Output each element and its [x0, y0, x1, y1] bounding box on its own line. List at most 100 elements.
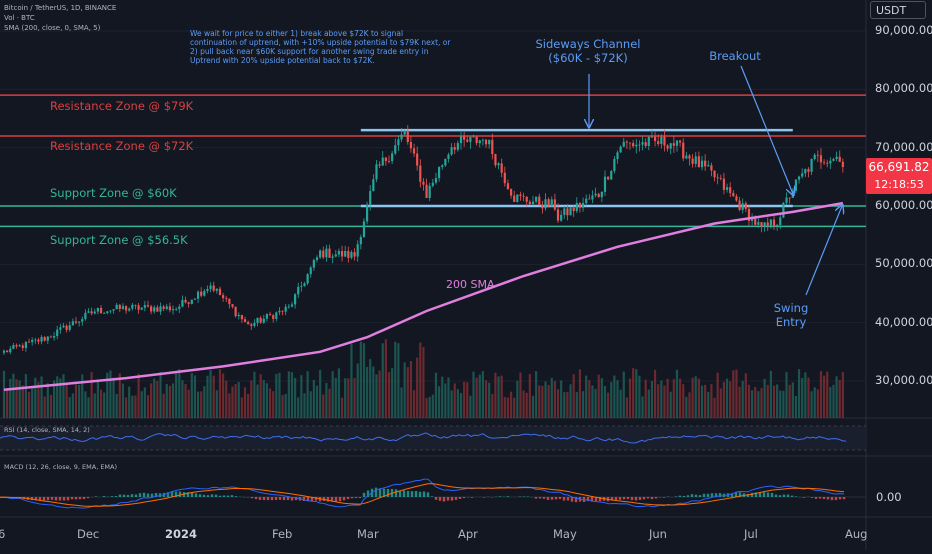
candle-body [804, 169, 806, 173]
volume-bar [810, 391, 812, 418]
time-tick-label: 2024 [165, 527, 197, 541]
resistance-72k-label: Resistance Zone @ $72K [50, 139, 193, 153]
candle-body [188, 302, 190, 304]
macd-histogram-bar [219, 496, 221, 497]
macd-histogram-bar [523, 496, 525, 497]
candle-body [53, 336, 55, 338]
volume-bar [91, 372, 93, 418]
candle-body [789, 198, 791, 199]
candle-body [688, 156, 690, 159]
volume-bar [666, 379, 668, 418]
volume-bar [523, 391, 525, 418]
candle-body [648, 137, 650, 146]
volume-bar [87, 397, 89, 418]
volume-bar [560, 380, 562, 418]
macd-histogram-bar [623, 497, 625, 499]
macd-histogram-bar [443, 497, 445, 502]
symbol-title[interactable]: Bitcoin / TetherUS, 1D, BINANCE [4, 4, 116, 12]
volume-bar [723, 382, 725, 418]
volume-bar [820, 371, 822, 418]
candle-body [372, 179, 374, 191]
volume-bar [235, 384, 237, 418]
currency-button[interactable]: USDT [870, 1, 926, 19]
volume-bar [166, 384, 168, 418]
candle-body [231, 304, 233, 307]
volume-bar [66, 383, 68, 418]
volume-bar [422, 347, 424, 418]
macd-histogram-bar [283, 497, 285, 500]
volume-bar [745, 373, 747, 418]
candle-body [40, 337, 42, 341]
candle-body [75, 321, 77, 322]
macd-histogram-bar [647, 497, 649, 498]
candle-body [438, 167, 440, 178]
support-56-5k-label: Support Zone @ $56.5K [50, 233, 188, 247]
candle-body [551, 199, 553, 206]
rsi-legend[interactable]: RSI (14, close, SMA, 14, 2) [4, 426, 90, 434]
candle-body [400, 135, 402, 140]
volume-bar [604, 386, 606, 418]
volume-bar [663, 386, 665, 418]
volume-bar [513, 398, 515, 418]
macd-histogram-bar [483, 497, 485, 498]
macd-histogram-bar [79, 497, 81, 499]
macd-histogram-bar [131, 494, 133, 497]
macd-histogram-bar [43, 497, 45, 500]
volume-bar [263, 380, 265, 418]
macd-histogram-bar [559, 497, 561, 499]
macd-histogram-bar [707, 494, 709, 497]
volume-bar [795, 396, 797, 418]
volume-bar [125, 397, 127, 418]
macd-histogram-bar [639, 497, 641, 500]
annotation-arrows[interactable] [589, 66, 842, 295]
candle-body [798, 177, 800, 180]
candle-body [698, 156, 700, 167]
macd-histogram-bar [71, 497, 73, 499]
macd-histogram-bar [815, 497, 817, 499]
bar-countdown: 12:18:53 [866, 177, 932, 192]
candle-body [325, 249, 327, 258]
macd-histogram-bar [675, 496, 677, 497]
volume-bar [463, 382, 465, 418]
volume-bar [698, 379, 700, 418]
candle-body [194, 299, 196, 300]
volume-legend[interactable]: Vol · BTC [4, 14, 35, 22]
candle-body [742, 203, 744, 210]
candle-body [172, 309, 174, 310]
candle-body [616, 152, 618, 159]
macd-histogram-bar [203, 495, 205, 497]
macd-histogram-bar [563, 497, 565, 501]
macd-histogram-bar [751, 493, 753, 497]
volume-bar [297, 397, 299, 418]
macd-histogram-bar [771, 493, 773, 497]
macd-histogram-bar [351, 497, 353, 498]
candle-body [335, 254, 337, 256]
volume-bar [97, 381, 99, 418]
macd-histogram-bar [259, 497, 261, 500]
candle-body [112, 309, 114, 310]
macd-histogram-bar [663, 497, 665, 498]
candle-body [303, 283, 305, 286]
macd-histogram-bar [127, 495, 129, 497]
volume-bar [241, 397, 243, 418]
volume-bar [641, 396, 643, 418]
horizontal-levels[interactable] [0, 95, 866, 226]
candle-body [682, 143, 684, 159]
volume-bar [679, 379, 681, 418]
volume-bar [548, 385, 550, 418]
swing-entry-arrow[interactable] [806, 206, 842, 295]
macd-histogram-bar [375, 488, 377, 497]
trade-plan-note[interactable]: We wait for price to either 1) break abo… [190, 29, 452, 65]
candle-body [504, 173, 506, 183]
macd-zero-label: 0.00 [876, 490, 902, 504]
candle-body [757, 222, 759, 225]
volume-bar [178, 369, 180, 418]
macd-legend[interactable]: MACD (12, 26, close, 9, EMA, EMA) [4, 463, 117, 471]
volume-bar [438, 386, 440, 418]
sma-legend[interactable]: SMA (200, close, 0, SMA, 5) [4, 24, 100, 32]
volume-bar [122, 384, 124, 418]
volume-bar [191, 373, 193, 418]
